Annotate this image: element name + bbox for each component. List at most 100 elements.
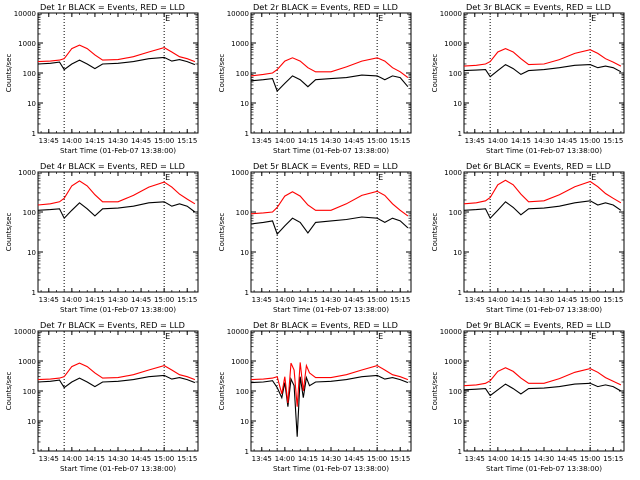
y-tick-label: 10 [240,100,249,108]
x-axis-label: Start Time (01-Feb-07 13:38:00) [486,464,602,473]
y-axis-label: Counts/sec [218,54,226,93]
series-line-events [250,216,409,236]
y-tick-label: 10 [453,249,462,257]
x-tick-label: 14:00 [62,296,82,304]
series-line-events [37,374,196,389]
y-tick-label: 1000 [18,169,36,177]
chart-panel-3: Det 3r BLACK = Events, RED = LLD 1 10 100 10… [431,2,625,155]
x-tick-label: 14:45 [557,296,577,304]
series-line-lld [463,47,622,67]
x-tick-label: 15:15 [177,455,197,463]
x-tick-label: 14:30 [321,296,341,304]
series-line-lld [250,190,409,217]
x-tick-label: 14:15 [85,137,105,145]
y-tick-label: 10000 [14,328,36,336]
y-tick-label: 100 [23,388,36,396]
chart-panel-5: Det 5r BLACK = Events, RED = LLD 1 10 100 10… [218,161,412,314]
time-marker-label: E [378,14,383,23]
x-tick-label: 14:00 [275,455,295,463]
series-line-lld [463,179,622,205]
x-tick-label: 14:30 [108,137,128,145]
x-tick-label: 14:00 [488,455,508,463]
x-tick-label: 15:00 [367,455,387,463]
y-tick-label: 10000 [440,328,462,336]
x-tick-label: 13:45 [252,296,272,304]
time-marker-label: E [591,14,596,23]
plot-frame [463,171,625,293]
series-line-events [463,200,622,220]
time-marker-label: E [378,173,383,182]
y-tick-label: 10 [240,249,249,257]
series-line-lld [37,362,196,381]
series-line-lld [37,44,196,63]
x-tick-label: 13:45 [252,137,272,145]
chart-title: Det 5r BLACK = Events, RED = LLD [253,161,398,171]
x-tick-label: 14:30 [534,137,554,145]
x-tick-label: 15:00 [580,296,600,304]
plot-frame [37,12,199,134]
y-axis-label: Counts/sec [431,372,439,411]
x-tick-label: 14:15 [511,137,531,145]
y-axis-label: Counts/sec [218,213,226,252]
x-tick-label: 15:00 [367,137,387,145]
x-tick-label: 14:45 [131,455,151,463]
x-tick-label: 13:45 [465,455,485,463]
y-tick-label: 10000 [440,10,462,18]
chart-title: Det 8r BLACK = Events, RED = LLD [253,320,398,330]
time-marker-label: E [165,332,170,341]
y-tick-label: 100 [449,388,462,396]
x-tick-label: 14:45 [344,296,364,304]
x-tick-label: 14:15 [511,296,531,304]
y-tick-label: 100 [23,209,36,217]
x-tick-label: 14:45 [344,137,364,145]
chart-panel-1: Det 1r BLACK = Events, RED = LLD 1 10 100 10… [5,2,199,155]
time-marker-label: E [378,332,383,341]
x-axis-label: Start Time (01-Feb-07 13:38:00) [273,305,389,314]
series-line-events [37,201,196,220]
x-tick-label: 14:30 [108,455,128,463]
x-tick-label: 14:45 [344,455,364,463]
x-tick-label: 15:00 [154,137,174,145]
x-axis-label: Start Time (01-Feb-07 13:38:00) [273,146,389,155]
series-line-lld [250,57,409,79]
x-tick-label: 14:15 [298,455,318,463]
y-axis-label: Counts/sec [5,213,13,252]
y-tick-label: 1000 [231,358,249,366]
x-tick-label: 14:00 [275,296,295,304]
chart-panel-9: Det 9r BLACK = Events, RED = LLD 1 10 100 10… [431,320,625,473]
y-axis-label: Counts/sec [218,372,226,411]
y-tick-label: 100 [236,388,249,396]
x-tick-label: 14:00 [62,137,82,145]
x-tick-label: 15:15 [177,296,197,304]
chart-panel-6: Det 6r BLACK = Events, RED = LLD 1 10 100 10… [431,161,625,314]
y-tick-label: 1000 [444,358,462,366]
y-tick-label: 10 [240,418,249,426]
y-tick-label: 10 [453,418,462,426]
x-tick-label: 15:15 [390,296,410,304]
y-tick-label: 10000 [227,328,249,336]
x-tick-label: 14:00 [488,137,508,145]
x-tick-label: 13:45 [39,296,59,304]
series-line-lld [37,180,196,206]
y-tick-label: 10000 [14,10,36,18]
y-tick-label: 10 [453,100,462,108]
time-marker-label: E [591,332,596,341]
y-tick-label: 1000 [231,40,249,48]
series-line-events [37,56,196,71]
series-line-events [463,63,622,78]
x-tick-label: 15:15 [603,296,623,304]
time-marker-label: E [165,173,170,182]
x-tick-label: 13:45 [252,455,272,463]
x-axis-label: Start Time (01-Feb-07 13:38:00) [486,305,602,314]
y-tick-label: 1 [458,289,462,297]
x-tick-label: 15:15 [390,137,410,145]
x-tick-label: 13:45 [39,137,59,145]
x-tick-label: 15:00 [154,296,174,304]
y-tick-label: 100 [236,70,249,78]
x-tick-label: 15:15 [603,137,623,145]
y-tick-label: 1000 [18,358,36,366]
y-tick-label: 10 [27,418,36,426]
x-tick-label: 14:15 [298,137,318,145]
series-line-lld [463,367,622,387]
